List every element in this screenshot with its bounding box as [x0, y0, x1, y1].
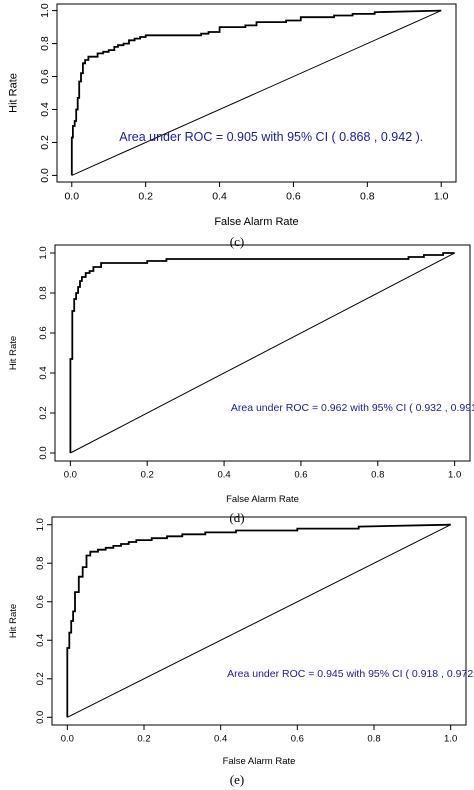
y-axis-label: Hit Rate: [7, 73, 19, 113]
plot-frame: [56, 3, 457, 183]
y-tick-label: 0.2: [38, 406, 49, 419]
y-axis-label: Hit Rate: [8, 604, 19, 638]
x-tick-label: 0.6: [294, 470, 307, 481]
chance-diagonal-line: [71, 10, 442, 176]
roc-panel-3: 0.0 0.2 0.4 0.6 0.8 1.0 0.0 0.2 0.4 0.6 0.8 1.0 Fals…: [8, 516, 474, 787]
chance-diagonal-line: [67, 524, 451, 718]
y-tick-label: 0.6: [39, 69, 51, 84]
y-tick-label: 0.2: [35, 672, 46, 685]
y-tick-label: 1.0: [38, 246, 49, 259]
chance-diagonal-line: [70, 252, 455, 454]
panel-caption: (e): [230, 772, 244, 787]
roc-panel-2: 0.0 0.2 0.4 0.6 0.8 1.0 0.0 0.2 0.4 0.6 0.8 1.0 Fals…: [8, 244, 474, 525]
y-tick-label: 0.0: [39, 168, 51, 183]
x-tick-label: 0.6: [286, 191, 301, 203]
x-tick-label: 1.0: [448, 470, 461, 481]
panel-caption: (c): [230, 234, 244, 249]
x-tick-label: 0.0: [64, 191, 79, 203]
roc-curve-line: [66, 523, 451, 718]
y-axis-label: Hit Rate: [8, 336, 19, 370]
y-tick-label: 0.4: [35, 634, 46, 647]
y-tick-label: 0.4: [39, 102, 51, 117]
x-tick-label: 0.0: [64, 470, 77, 481]
x-axis-label: False Alarm Rate: [223, 756, 296, 767]
y-tick-label: 1.0: [35, 518, 46, 531]
x-axis-label: False Alarm Rate: [226, 494, 299, 505]
x-tick-label: 0.4: [212, 191, 227, 203]
plot-frame: [51, 516, 467, 726]
x-tick-label: 0.4: [214, 734, 227, 745]
x-tick-label: 1.0: [444, 734, 457, 745]
y-tick-label: 0.4: [38, 366, 49, 379]
x-tick-label: 0.8: [367, 734, 380, 745]
x-tick-label: 0.2: [137, 734, 150, 745]
x-tick-label: 0.4: [217, 470, 230, 481]
x-tick-label: 0.8: [371, 470, 384, 481]
x-tick-label: 0.2: [138, 191, 153, 203]
y-tick-label: 0.8: [38, 286, 49, 299]
auc-annotation: Area under ROC = 0.905 with 95% CI ( 0.8…: [119, 130, 423, 144]
y-tick-label: 0.0: [38, 446, 49, 459]
y-tick-label: 0.6: [38, 326, 49, 339]
y-tick-label: 0.2: [39, 135, 51, 150]
y-tick-label: 0.8: [39, 36, 51, 51]
x-axis-label: False Alarm Rate: [214, 216, 298, 228]
y-tick-label: 1.0: [39, 3, 51, 18]
x-tick-label: 0.6: [291, 734, 304, 745]
auc-annotation: Area under ROC = 0.945 with 95% CI ( 0.9…: [227, 668, 474, 680]
roc-panel-1: 0.0 0.2 0.4 0.6 0.8 1.0 0.0 0.2 0.4 0.6 0.8 1.0 Fals…: [7, 3, 457, 249]
x-tick-label: 0.2: [141, 470, 154, 481]
plot-frame: [54, 244, 471, 462]
auc-annotation: Area under ROC = 0.962 with 95% CI ( 0.9…: [231, 402, 474, 414]
roc-curve-line: [69, 252, 455, 453]
y-tick-label: 0.6: [35, 595, 46, 608]
x-tick-label: 0.0: [61, 734, 74, 745]
roc-curve-line: [70, 9, 442, 176]
x-tick-label: 0.8: [360, 191, 375, 203]
y-tick-label: 0.8: [35, 557, 46, 570]
x-tick-label: 1.0: [434, 191, 449, 203]
y-tick-label: 0.0: [35, 711, 46, 724]
